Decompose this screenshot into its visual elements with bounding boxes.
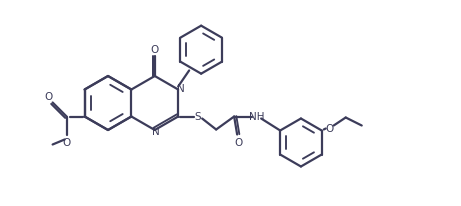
Text: O: O — [45, 91, 53, 101]
Text: O: O — [151, 45, 159, 55]
Text: O: O — [325, 123, 334, 133]
Text: N: N — [152, 126, 160, 136]
Text: S: S — [195, 112, 201, 122]
Text: O: O — [234, 137, 242, 147]
Text: N: N — [177, 84, 185, 94]
Text: O: O — [63, 137, 71, 147]
Text: NH: NH — [249, 111, 265, 121]
